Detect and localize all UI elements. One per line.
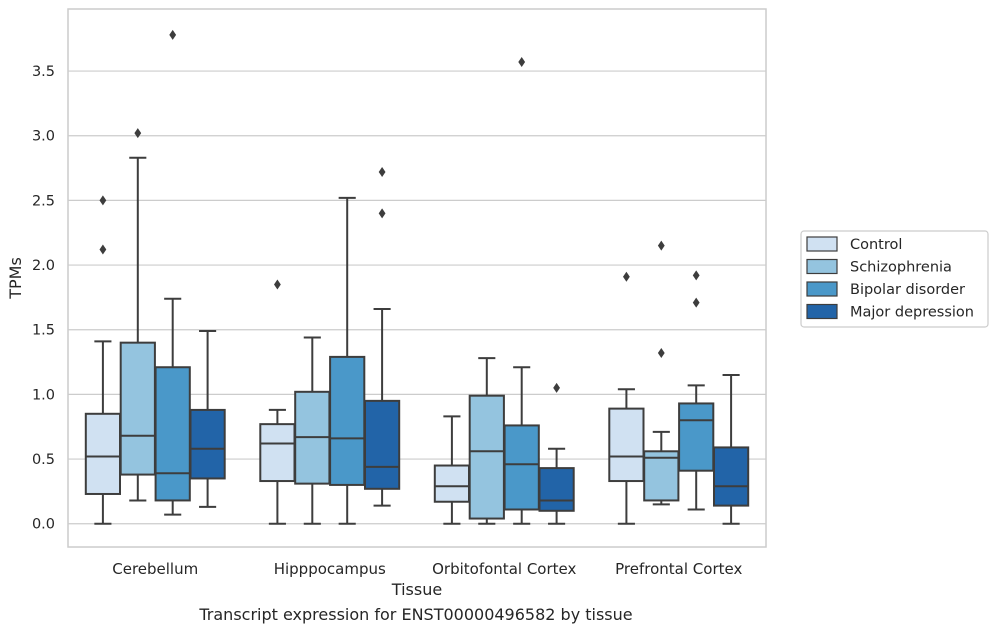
legend-label: Major depression <box>850 305 974 321</box>
y-tick-label: 1.0 <box>32 387 55 403</box>
category-group <box>608 240 750 525</box>
box-schizophrenia <box>643 240 680 506</box>
box <box>678 402 715 472</box>
y-axis-label: TPMs <box>6 257 25 300</box>
category-group <box>84 29 226 525</box>
box-schizophrenia <box>119 128 156 502</box>
x-tick-label: Prefrontal Cortex <box>615 560 742 578</box>
box <box>608 407 645 483</box>
outlier-point <box>169 29 177 40</box>
legend-swatch <box>806 303 838 320</box>
outlier-point <box>623 271 630 282</box>
y-tick-label: 1.5 <box>32 323 55 339</box>
outlier-point <box>99 244 107 255</box>
legend-label: Bipolar disorder <box>850 282 965 298</box>
outlier-point <box>274 279 281 290</box>
outlier-point <box>692 297 700 308</box>
x-axis-label: Tissue <box>391 580 442 599</box>
outlier-point <box>378 208 386 219</box>
box <box>433 464 471 503</box>
chart-caption: Transcript expression for ENST0000049658… <box>199 605 633 624</box>
x-ticks: Cerebellum Hipppocampus Orbitofontal Corte… <box>112 560 742 578</box>
y-tick-label: 2.0 <box>32 258 55 274</box>
box <box>538 467 575 512</box>
outlier-point <box>518 57 526 68</box>
box-bipolar-disorder <box>678 270 715 511</box>
outlier-point <box>134 128 142 139</box>
box <box>643 450 680 502</box>
box-bipolar-disorder <box>503 57 540 525</box>
box-schizophrenia <box>468 357 505 525</box>
box <box>259 423 296 483</box>
box-bipolar-disorder <box>329 196 366 525</box>
y-tick-label: 2.5 <box>32 193 55 209</box>
legend-label: Schizophrenia <box>850 260 952 276</box>
box <box>119 341 156 476</box>
box-control <box>84 195 122 525</box>
outlier-point <box>553 382 560 393</box>
box <box>154 366 191 502</box>
y-ticks: 0.0 0.5 1.0 1.5 2.0 2.5 3.0 3.5 <box>32 64 55 533</box>
box <box>503 424 540 511</box>
x-tick-label: Hipppocampus <box>274 560 386 578</box>
box-control <box>608 271 645 525</box>
box <box>363 399 401 490</box>
outlier-point <box>378 166 386 177</box>
plot-frame <box>67 8 767 548</box>
category-group <box>433 57 575 525</box>
legend-swatch <box>806 281 838 297</box>
box <box>712 446 750 507</box>
box <box>189 408 226 480</box>
legend-swatch <box>806 258 838 275</box>
category-group <box>259 166 401 525</box>
legend-swatch <box>806 236 838 252</box>
y-tick-label: 3.5 <box>32 64 55 80</box>
outlier-point <box>692 270 700 281</box>
box-control <box>433 415 471 525</box>
box-major-depression <box>712 373 750 525</box>
outlier-point <box>657 348 665 359</box>
y-tick-label: 0.5 <box>32 452 55 468</box>
outlier-point <box>657 240 665 251</box>
box <box>329 355 366 486</box>
legend: Control Schizophrenia Bipolar disorder Majo… <box>800 230 989 328</box>
box-major-depression <box>189 330 226 508</box>
outlier-point <box>99 195 107 206</box>
legend-frame <box>800 230 989 328</box>
y-tick-label: 0.0 <box>32 517 55 533</box>
box <box>468 394 505 520</box>
box-major-depression <box>538 382 575 525</box>
box-schizophrenia <box>294 336 331 525</box>
box <box>84 412 122 495</box>
y-tick-label: 3.0 <box>32 129 55 145</box>
box-major-depression <box>363 166 401 507</box>
legend-label: Control <box>850 237 902 253</box>
boxes <box>84 29 750 525</box>
x-tick-label: Cerebellum <box>112 560 198 578</box>
box-bipolar-disorder <box>154 29 191 516</box>
x-tick-label: Orbitofontal Cortex <box>432 560 576 578</box>
box-control <box>259 279 296 525</box>
